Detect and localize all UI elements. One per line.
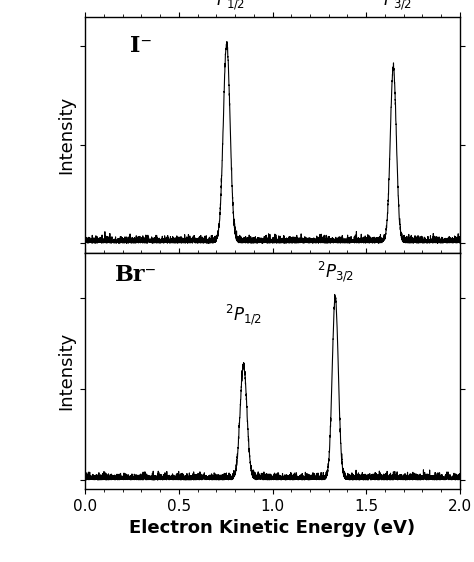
Text: $^2P_{3/2}$: $^2P_{3/2}$ <box>317 259 354 284</box>
Text: I⁻: I⁻ <box>130 35 152 57</box>
Text: Br⁻: Br⁻ <box>115 264 157 286</box>
Y-axis label: Intensity: Intensity <box>57 332 75 410</box>
Y-axis label: Intensity: Intensity <box>57 96 75 174</box>
Text: $^2P_{3/2}$: $^2P_{3/2}$ <box>374 0 412 12</box>
Text: $^2P_{1/2}$: $^2P_{1/2}$ <box>225 302 262 327</box>
X-axis label: Electron Kinetic Energy (eV): Electron Kinetic Energy (eV) <box>129 519 416 537</box>
Text: $^2P_{1/2}$: $^2P_{1/2}$ <box>208 0 246 12</box>
